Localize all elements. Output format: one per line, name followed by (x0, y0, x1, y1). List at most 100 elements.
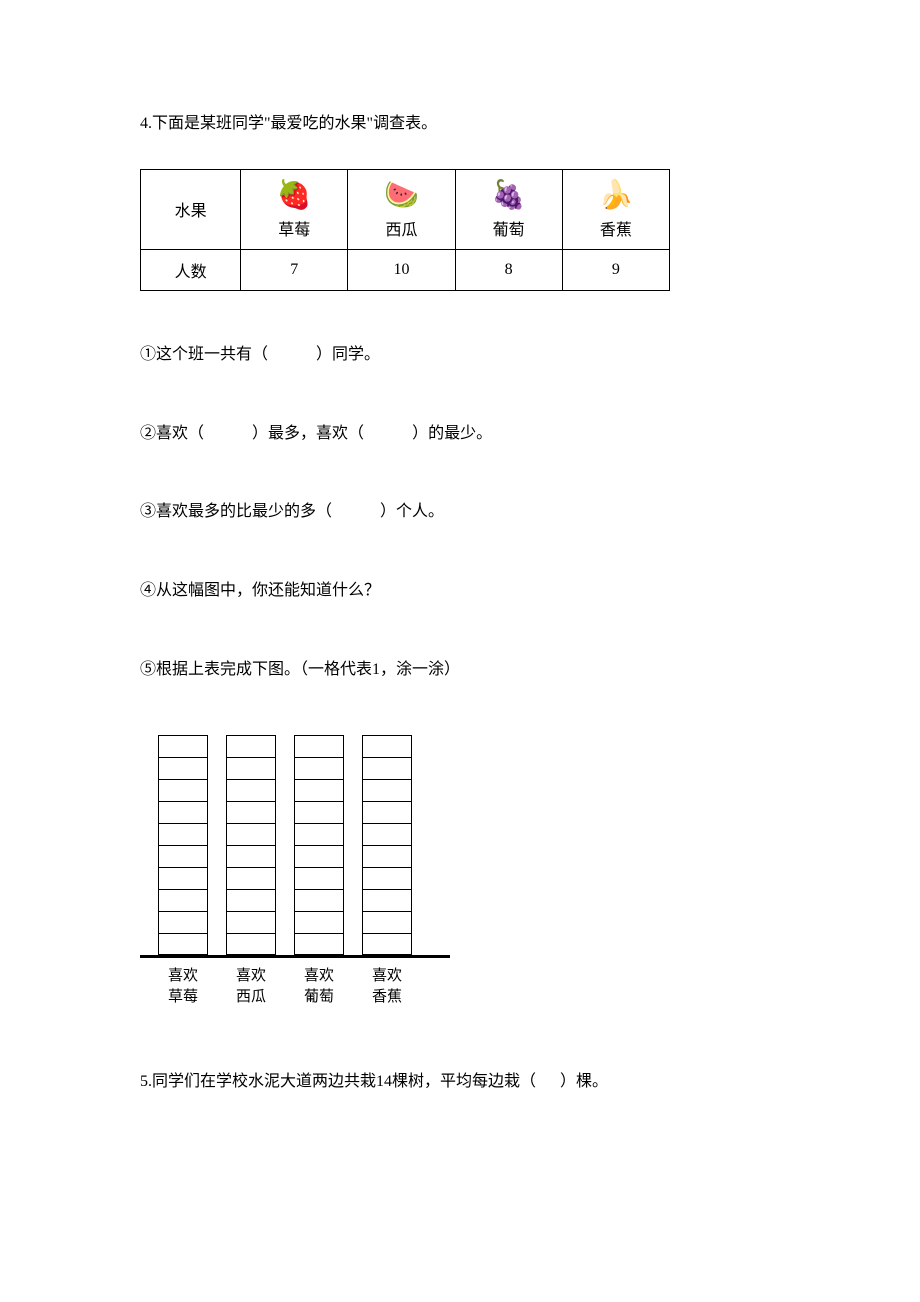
bar-cell (226, 823, 276, 845)
blank (204, 425, 252, 442)
q5-text-a: 5.同学们在学校水泥大道两边共栽14棵树，平均每边栽（ (140, 1073, 536, 1090)
bar-cell (362, 779, 412, 801)
fruit-survey-table: 水果 🍓 草莓 🍉 西瓜 🍇 葡萄 🍌 香蕉 人数 7 10 8 9 (140, 169, 670, 291)
bar-cell (226, 867, 276, 889)
bar-cell (362, 845, 412, 867)
table-row-header: 水果 🍓 草莓 🍉 西瓜 🍇 葡萄 🍌 香蕉 (141, 169, 670, 249)
count-banana: 9 (562, 249, 669, 290)
bar-cell (362, 867, 412, 889)
question-4-title: 4.下面是某班同学"最爱吃的水果"调查表。 (140, 110, 780, 139)
bar-cell (158, 757, 208, 779)
fruit-cell-watermelon: 🍉 西瓜 (348, 169, 455, 249)
strawberry-name: 草莓 (245, 216, 343, 240)
sq1-text-a: ①这个班一共有（ (140, 346, 268, 363)
question-5: 5.同学们在学校水泥大道两边共栽14棵树，平均每边栽（ ）棵。 (140, 1068, 780, 1097)
sq1-text-b: ）同学。 (316, 346, 380, 363)
blank (364, 425, 412, 442)
chart-label-grape: 喜欢 葡萄 (294, 966, 344, 1008)
sub-question-1: ①这个班一共有（ ）同学。 (140, 341, 780, 370)
bar-cell (226, 911, 276, 933)
bar-cell (294, 911, 344, 933)
bar-cell (294, 889, 344, 911)
count-label-cell: 人数 (141, 249, 241, 290)
sq2-text-a: ②喜欢（ (140, 425, 204, 442)
bar-strawberry (158, 735, 208, 955)
blank (268, 346, 316, 363)
watermelon-name: 西瓜 (352, 216, 450, 240)
sq2-text-c: ）的最少。 (412, 425, 492, 442)
bar-watermelon (226, 735, 276, 955)
fruit-label-cell: 水果 (141, 169, 241, 249)
count-grape: 8 (455, 249, 562, 290)
bar-cell (226, 801, 276, 823)
bar-cell (158, 823, 208, 845)
bar-cell (362, 757, 412, 779)
label-line1: 喜欢 (168, 968, 198, 984)
chart-bars-area (140, 735, 450, 958)
sq2-text-b: ）最多，喜欢（ (252, 425, 364, 442)
label-line2: 葡萄 (304, 989, 334, 1005)
fruit-cell-banana: 🍌 香蕉 (562, 169, 669, 249)
bar-cell (158, 933, 208, 955)
table-row-counts: 人数 7 10 8 9 (141, 249, 670, 290)
bar-cell (158, 779, 208, 801)
sq3-text-a: ③喜欢最多的比最少的多（ (140, 503, 332, 520)
label-line1: 喜欢 (304, 968, 334, 984)
fruit-cell-strawberry: 🍓 草莓 (241, 169, 348, 249)
q5-text-b: ）棵。 (560, 1073, 608, 1090)
label-line1: 喜欢 (372, 968, 402, 984)
chart-label-banana: 喜欢 香蕉 (362, 966, 412, 1008)
bar-cell (294, 845, 344, 867)
grape-icon: 🍇 (460, 178, 558, 212)
banana-icon: 🍌 (567, 178, 665, 212)
bar-cell (294, 757, 344, 779)
label-line2: 香蕉 (372, 989, 402, 1005)
grape-name: 葡萄 (460, 216, 558, 240)
bar-cell (226, 845, 276, 867)
bar-cell (158, 735, 208, 757)
bar-cell (294, 735, 344, 757)
bar-cell (294, 867, 344, 889)
bar-cell (226, 779, 276, 801)
bar-cell (362, 735, 412, 757)
blank (536, 1073, 560, 1090)
bar-cell (294, 779, 344, 801)
sub-question-5: ⑤根据上表完成下图。（一格代表1，涂一涂） (140, 656, 780, 685)
sub-question-3: ③喜欢最多的比最少的多（ ）个人。 (140, 498, 780, 527)
bar-cell (226, 757, 276, 779)
banana-name: 香蕉 (567, 216, 665, 240)
sub-question-2: ②喜欢（ ）最多，喜欢（ ）的最少。 (140, 420, 780, 449)
bar-cell (226, 735, 276, 757)
fruit-cell-grape: 🍇 葡萄 (455, 169, 562, 249)
label-line1: 喜欢 (236, 968, 266, 984)
bar-cell (362, 911, 412, 933)
bar-cell (294, 933, 344, 955)
chart-label-watermelon: 喜欢 西瓜 (226, 966, 276, 1008)
bar-cell (226, 889, 276, 911)
label-line2: 西瓜 (236, 989, 266, 1005)
chart-labels-row: 喜欢 草莓 喜欢 西瓜 喜欢 葡萄 喜欢 香蕉 (140, 966, 780, 1008)
bar-cell (158, 801, 208, 823)
bar-cell (362, 889, 412, 911)
blank (332, 503, 380, 520)
sq3-text-b: ）个人。 (380, 503, 444, 520)
sub-question-4: ④从这幅图中，你还能知道什么？ (140, 577, 780, 606)
bar-cell (294, 823, 344, 845)
bar-cell (158, 911, 208, 933)
label-line2: 草莓 (168, 989, 198, 1005)
bar-cell (294, 801, 344, 823)
count-watermelon: 10 (348, 249, 455, 290)
bar-grape (294, 735, 344, 955)
bar-cell (158, 867, 208, 889)
bar-cell (158, 889, 208, 911)
count-strawberry: 7 (241, 249, 348, 290)
bar-banana (362, 735, 412, 955)
bar-chart: 喜欢 草莓 喜欢 西瓜 喜欢 葡萄 喜欢 香蕉 (140, 735, 780, 1008)
chart-label-strawberry: 喜欢 草莓 (158, 966, 208, 1008)
watermelon-icon: 🍉 (352, 178, 450, 212)
bar-cell (362, 933, 412, 955)
bar-cell (158, 845, 208, 867)
bar-cell (362, 823, 412, 845)
strawberry-icon: 🍓 (245, 178, 343, 212)
bar-cell (362, 801, 412, 823)
